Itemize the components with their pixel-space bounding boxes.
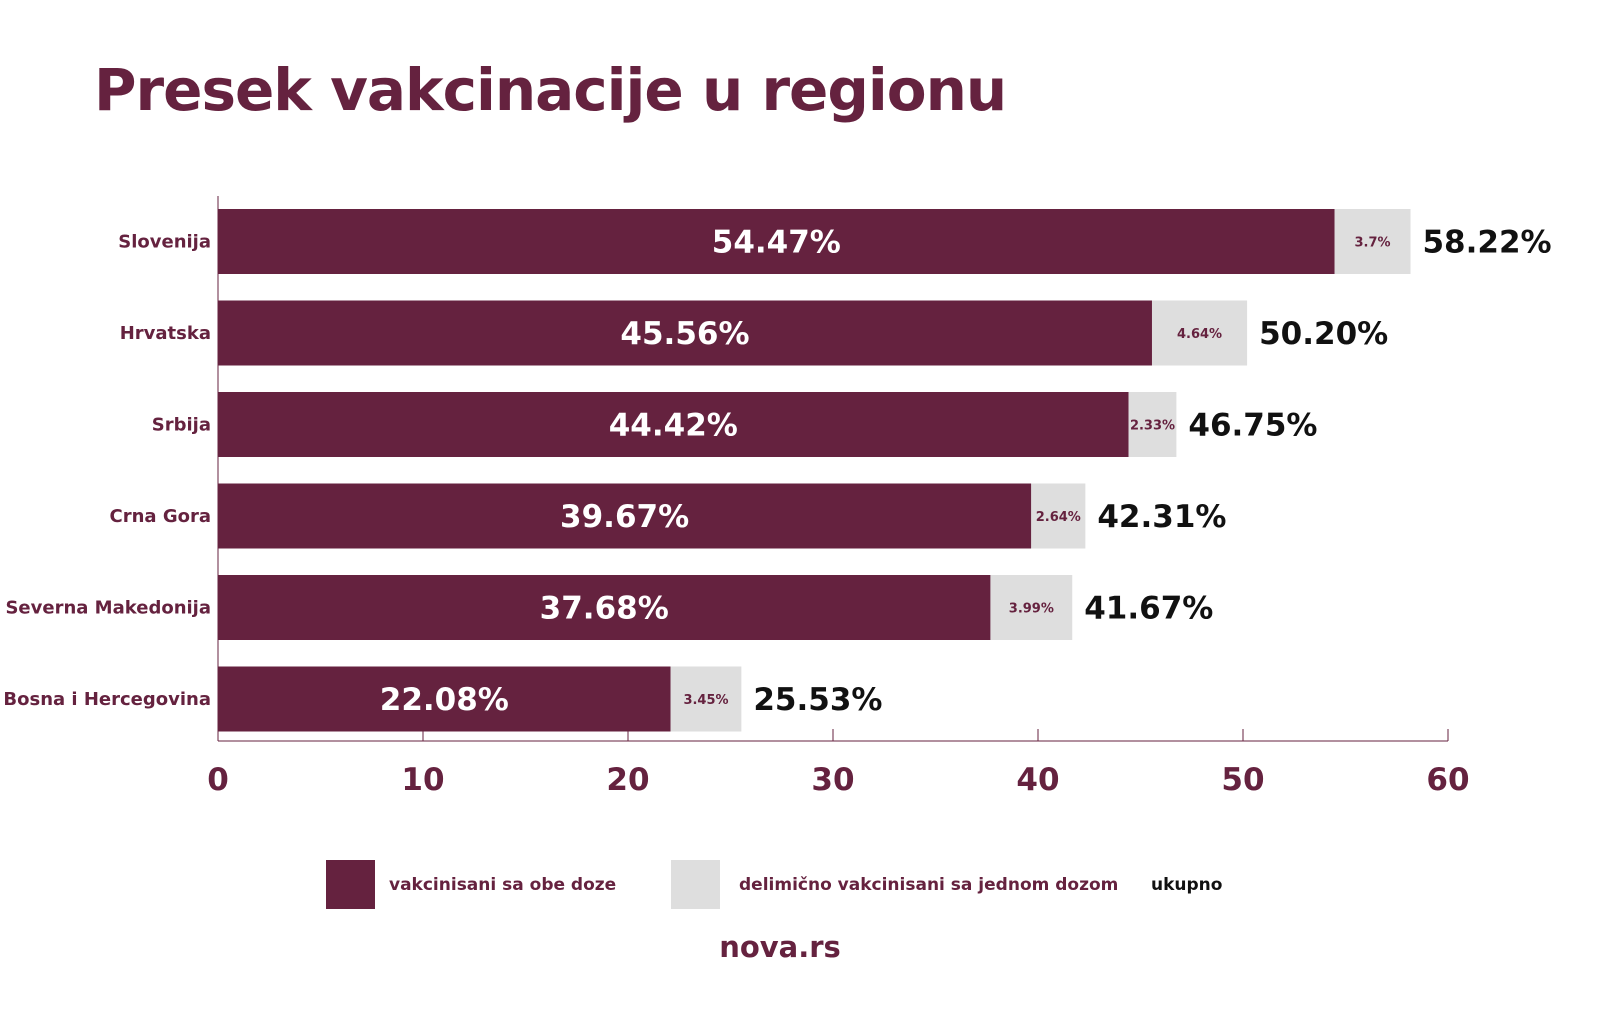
data-label-full: 45.56% — [620, 316, 749, 352]
chart-title: Presek vakcinacije u regionu — [94, 56, 1007, 124]
bar-full-dose — [218, 483, 1032, 549]
data-label-total: 46.75% — [1188, 408, 1317, 444]
data-label-full: 44.42% — [609, 408, 738, 444]
bar-full-dose — [218, 575, 991, 640]
x-tick-label: 0 — [207, 762, 229, 798]
bar-partial-dose — [1334, 209, 1411, 274]
data-label-partial: 3.99% — [1009, 602, 1054, 617]
bar-full-dose — [218, 300, 1152, 366]
x-tick-label: 20 — [606, 762, 649, 798]
category-label: Bosna i Hercegovina — [3, 689, 211, 710]
data-label-partial: 3.45% — [683, 693, 728, 708]
legend-label-partial: delimično vakcinisani sa jednom dozom — [739, 875, 1118, 895]
bar-partial-dose — [1128, 392, 1177, 457]
data-label-partial: 2.33% — [1130, 419, 1175, 434]
data-label-total: 42.31% — [1097, 499, 1226, 535]
category-label: Slovenija — [118, 232, 211, 253]
category-label: Hrvatska — [120, 323, 211, 344]
data-label-partial: 3.7% — [1355, 236, 1391, 251]
x-tick-label: 60 — [1426, 762, 1469, 798]
x-tick-label: 10 — [401, 762, 444, 798]
data-label-full: 54.47% — [712, 225, 841, 261]
bar-partial-dose — [990, 575, 1073, 640]
x-tick-label: 40 — [1016, 762, 1059, 798]
data-label-full: 39.67% — [560, 499, 689, 535]
bar-full-dose — [218, 392, 1129, 457]
bar-partial-dose — [670, 666, 742, 732]
data-label-total: 50.20% — [1259, 316, 1388, 352]
data-label-full: 37.68% — [540, 591, 669, 627]
x-tick-label: 30 — [811, 762, 854, 798]
bar-full-dose — [218, 209, 1335, 274]
data-label-total: 25.53% — [753, 682, 882, 718]
legend-label-total: ukupno — [1151, 875, 1222, 895]
data-label-partial: 2.64% — [1036, 510, 1081, 525]
legend-swatch-partial — [671, 860, 720, 909]
data-label-total: 41.67% — [1084, 591, 1213, 627]
category-label: Severna Makedonija — [5, 598, 211, 619]
data-label-total: 58.22% — [1422, 225, 1551, 261]
bar-partial-dose — [1151, 300, 1248, 366]
data-label-full: 22.08% — [380, 682, 509, 718]
x-tick-label: 50 — [1221, 762, 1264, 798]
category-label: Srbija — [152, 415, 211, 436]
bar-partial-dose — [1031, 483, 1086, 549]
data-label-partial: 4.64% — [1177, 327, 1222, 342]
legend-label-full: vakcinisani sa obe doze — [389, 875, 616, 895]
footer-brand: nova.rs — [719, 930, 841, 964]
category-label: Crna Gora — [110, 506, 211, 527]
bar-full-dose — [218, 666, 671, 732]
legend-swatch-full — [326, 860, 375, 909]
